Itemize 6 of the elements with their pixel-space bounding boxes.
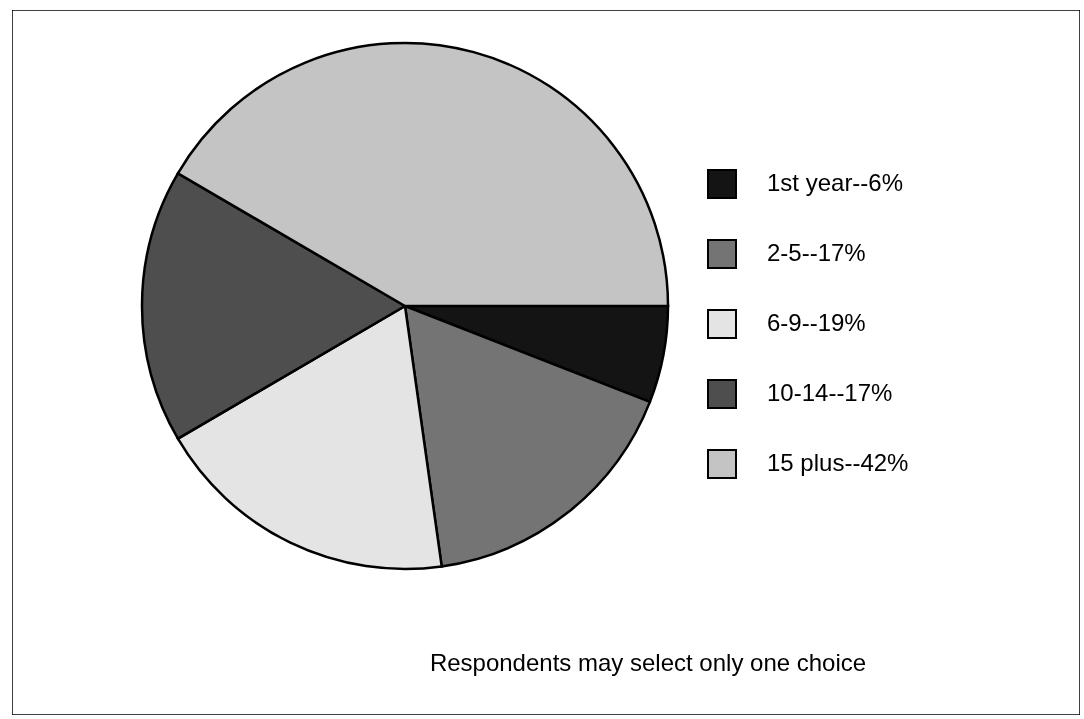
legend-label: 15 plus--42% bbox=[767, 449, 909, 476]
legend-label: 10-14--17% bbox=[767, 379, 893, 406]
legend-label: 6-9--19% bbox=[767, 309, 866, 336]
legend-label: 1st year--6% bbox=[767, 169, 904, 196]
text: Respondents may select only one choice bbox=[429, 649, 867, 676]
legend-label: 2-5--17% bbox=[767, 239, 866, 266]
